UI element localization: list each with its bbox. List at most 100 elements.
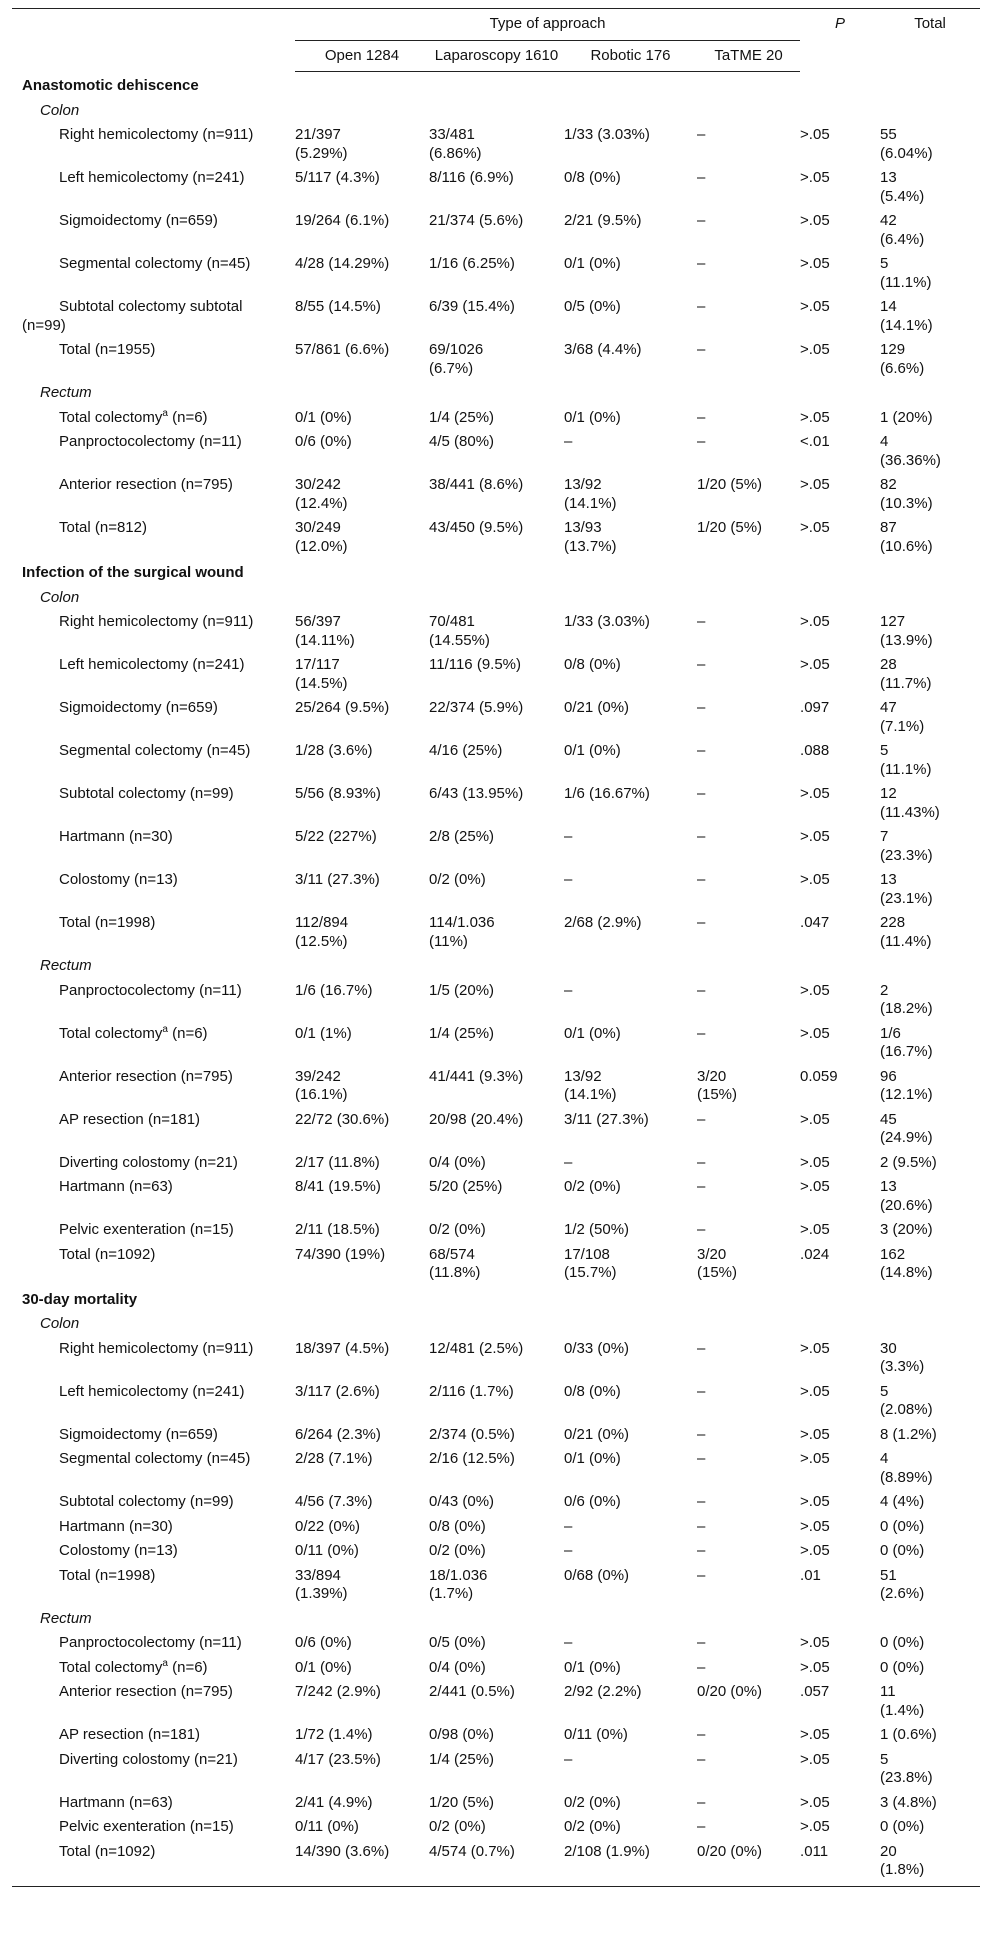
cell: –	[697, 613, 706, 630]
label-text: Colostomy (n=13)	[59, 871, 178, 888]
label-text: Total colectomy	[59, 408, 163, 426]
cell: 0/8 (0%)	[564, 656, 621, 673]
cell: 1/6 (16.7%)	[880, 1024, 933, 1061]
cell: 0/2 (0%)	[564, 1178, 621, 1195]
label-text: Sigmoidectomy (n=659)	[59, 212, 218, 229]
cell: 0/1 (1%)	[295, 1024, 352, 1042]
data-row: Subtotal colectomy (n=99) 4/56 (7.3%) 0/43…	[12, 1490, 980, 1515]
cell: 0/2 (0%)	[429, 1542, 486, 1559]
cell: 20/98 (20.4%)	[429, 1110, 524, 1128]
footnote-mark: a	[162, 407, 168, 419]
label-text: Sigmoidectomy (n=659)	[59, 1425, 218, 1443]
cell: –	[697, 1726, 706, 1743]
cell: 228 (11.4%)	[880, 914, 932, 950]
cell: 57/861 (6.6%)	[295, 341, 390, 358]
cell: 0/2 (0%)	[429, 1818, 486, 1835]
cell: 2/28 (7.1%)	[295, 1450, 373, 1467]
label-text: Segmental colectomy (n=45)	[59, 255, 251, 272]
data-row: Hartmann (n=30) 5/22 (227%) 2/8 (25%) – – >.0…	[12, 825, 980, 868]
cell: 30/249 (12.0%)	[295, 519, 348, 555]
cell: 0/4 (0%)	[429, 1658, 486, 1676]
cell: 2/68 (2.9%)	[564, 914, 642, 931]
header-empty	[12, 8, 295, 72]
table-body: Anastomotic dehiscence Colon Right hemicol…	[12, 72, 981, 1887]
cell: –	[697, 1517, 706, 1535]
cell: 1/20 (5%)	[697, 519, 763, 536]
cell: 0/11 (0%)	[295, 1542, 359, 1559]
cell: 0/4 (0%)	[429, 1153, 486, 1171]
cell: 0/6 (0%)	[295, 1634, 352, 1651]
cell: 1/4 (25%)	[429, 1750, 495, 1768]
cell: 2/8 (25%)	[429, 828, 495, 845]
cell: 12 (11.43%)	[880, 785, 940, 821]
footnote-mark: a	[162, 1023, 168, 1035]
cell: 4/56 (7.3%)	[295, 1493, 373, 1510]
section-row: 30-day mortality	[12, 1286, 980, 1313]
group-row: Rectum	[12, 1607, 980, 1632]
cell: >.05	[800, 1818, 830, 1835]
row-label: Anterior resection (n=795)	[12, 473, 295, 516]
label-text: Subtotal colectomy subtotal (n=99)	[22, 298, 243, 334]
cell: 25/264 (9.5%)	[295, 699, 390, 716]
data-row: Panproctocolectomy (n=11) 0/6 (0%) 0/5 (0%…	[12, 1631, 980, 1656]
cell: >.05	[800, 1153, 830, 1171]
cell: >.05	[800, 341, 830, 358]
cell: >.05	[800, 1542, 830, 1559]
cell: 13 (20.6%)	[880, 1178, 933, 1214]
row-label: Total (n=1955)	[12, 338, 295, 381]
label-text: Pelvic exenteration (n=15)	[59, 1221, 234, 1238]
cell: 87 (10.6%)	[880, 519, 933, 555]
cell: 51 (2.6%)	[880, 1566, 925, 1603]
header-total: Total	[880, 8, 981, 72]
cell: >.05	[800, 1493, 830, 1510]
cell: 28 (11.7%)	[880, 656, 932, 692]
cell: 41/441 (9.3%)	[429, 1067, 524, 1085]
cell: 0/2 (0%)	[429, 1221, 486, 1238]
data-row: Panproctocolectomy (n=11) 0/6 (0%) 4/5 (80…	[12, 430, 980, 473]
cell: –	[697, 1425, 706, 1443]
cell: –	[564, 1634, 573, 1651]
group-row: Colon	[12, 1312, 980, 1337]
cell: 0 (0%)	[880, 1634, 925, 1651]
label-text: Total (n=1092)	[59, 1245, 156, 1263]
label-text: Right hemicolectomy (n=911)	[59, 1339, 254, 1357]
cell: .088	[800, 742, 830, 759]
cell: 3/68 (4.4%)	[564, 341, 642, 358]
label-text: AP resection (n=181)	[59, 1110, 201, 1128]
group-name: Colon	[40, 1315, 80, 1332]
data-row: Right hemicolectomy (n=911) 18/397 (4.5%)…	[12, 1337, 980, 1380]
cell: 0/6 (0%)	[295, 433, 352, 450]
row-label: Total (n=1092)	[12, 1243, 295, 1286]
cell: 5/22 (227%)	[295, 828, 377, 845]
cell: –	[697, 1634, 706, 1651]
cell: –	[697, 255, 706, 272]
cell: >.05	[800, 981, 830, 999]
cell: 0/43 (0%)	[429, 1493, 495, 1510]
cell: 0/5 (0%)	[564, 298, 621, 315]
cell: 5/20 (25%)	[429, 1178, 503, 1195]
cell: –	[697, 408, 706, 426]
label-text: Total colectomy	[59, 1658, 163, 1676]
data-row: Anterior resection (n=795) 39/242 (16.1%)…	[12, 1065, 980, 1108]
cell: 8/55 (14.5%)	[295, 298, 381, 315]
cell: –	[697, 656, 706, 673]
cell: 74/390 (19%)	[295, 1245, 386, 1263]
section-title: 30-day mortality	[22, 1290, 138, 1308]
row-label: Anterior resection (n=795)	[12, 1680, 295, 1723]
label-text: Diverting colostomy (n=21)	[59, 1153, 238, 1171]
cell: 4/574 (0.7%)	[429, 1839, 564, 1887]
label-text: Left hemicolectomy (n=241)	[59, 169, 245, 186]
row-label: Pelvic exenteration (n=15)	[12, 1815, 295, 1840]
cell: >.05	[800, 212, 830, 229]
row-label: Colostomy (n=13)	[12, 868, 295, 911]
label-text: Subtotal colectomy (n=99)	[59, 1493, 234, 1510]
label-text: (n=6)	[172, 1024, 208, 1042]
cell: 42 (6.4%)	[880, 212, 925, 248]
cell: >.05	[800, 408, 830, 426]
cell: >.05	[800, 1339, 830, 1357]
column-header: Laparoscopy 1610	[429, 40, 564, 72]
header-group: Type of approach	[295, 8, 801, 41]
cell: 3/11 (27.3%)	[564, 1110, 649, 1128]
cell: –	[564, 1153, 573, 1171]
section-title: Anastomotic dehiscence	[22, 77, 199, 94]
